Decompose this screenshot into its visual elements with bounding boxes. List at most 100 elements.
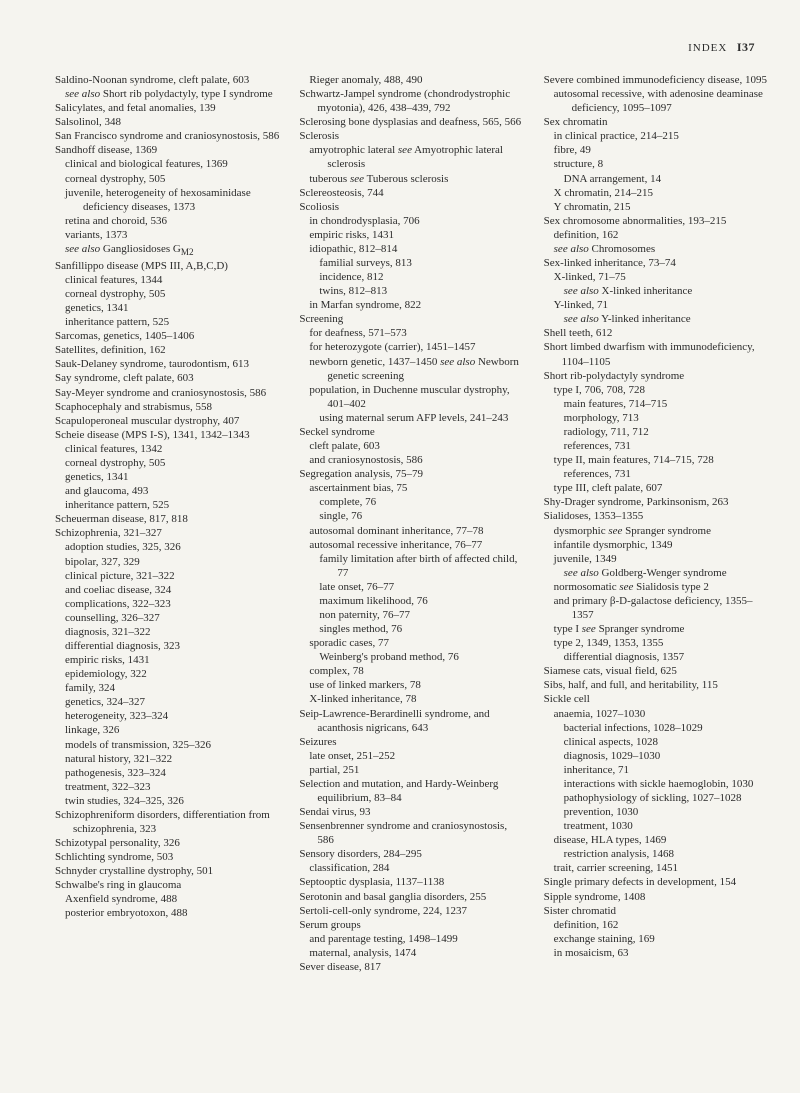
index-entry: infantile dysmorphic, 1349 — [544, 538, 770, 552]
index-entry: Schwartz-Jampel syndrome (chondrodystrop… — [299, 87, 525, 115]
index-entry: heterogeneity, 323–324 — [55, 709, 281, 723]
index-entry: genetics, 1341 — [55, 470, 281, 484]
index-entry: type 2, 1349, 1353, 1355 — [544, 636, 770, 650]
index-entry: late onset, 251–252 — [299, 749, 525, 763]
index-entry: anaemia, 1027–1030 — [544, 707, 770, 721]
index-entry: Severe combined immunodeficiency disease… — [544, 73, 770, 87]
index-entry: sporadic cases, 77 — [299, 636, 525, 650]
index-entry: Single primary defects in development, 1… — [544, 875, 770, 889]
index-entry: corneal dystrophy, 505 — [55, 172, 281, 186]
index-entry: dysmorphic see Spranger syndrome — [544, 524, 770, 538]
index-entry: see also X-linked inheritance — [544, 284, 770, 298]
index-entry: Septooptic dysplasia, 1137–1138 — [299, 875, 525, 889]
index-entry: clinical picture, 321–322 — [55, 569, 281, 583]
index-entry: Sialidoses, 1353–1355 — [544, 509, 770, 523]
index-page: INDEX I37 Saldino-Noonan syndrome, cleft… — [0, 0, 800, 1004]
index-column-3: Severe combined immunodeficiency disease… — [544, 73, 770, 960]
index-entry: X chromatin, 214–215 — [544, 186, 770, 200]
index-entry: family limitation after birth of affecte… — [299, 552, 525, 580]
index-entry: use of linked markers, 78 — [299, 678, 525, 692]
index-entry: Sclerosing bone dysplasias and deafness,… — [299, 115, 525, 129]
index-entry: Say syndrome, cleft palate, 603 — [55, 371, 281, 385]
index-entry: pathophysiology of sickling, 1027–1028 — [544, 791, 770, 805]
index-entry: incidence, 812 — [299, 270, 525, 284]
index-entry: Seizures — [299, 735, 525, 749]
index-entry: natural history, 321–322 — [55, 752, 281, 766]
index-entry: Serum groups — [299, 918, 525, 932]
index-entry: empiric risks, 1431 — [55, 653, 281, 667]
index-entry: Scaphocephaly and strabismus, 558 — [55, 400, 281, 414]
index-entry: Seckel syndrome — [299, 425, 525, 439]
index-entry: Screening — [299, 312, 525, 326]
index-entry: prevention, 1030 — [544, 805, 770, 819]
index-entry: in mosaicism, 63 — [544, 946, 770, 960]
index-entry: and coeliac disease, 324 — [55, 583, 281, 597]
index-entry: type II, main features, 714–715, 728 — [544, 453, 770, 467]
index-entry: Shell teeth, 612 — [544, 326, 770, 340]
index-entry: ascertainment bias, 75 — [299, 481, 525, 495]
index-entry: Schizophreniform disorders, differentiat… — [55, 808, 281, 836]
index-entry: amyotrophic lateral see Amyotrophic late… — [299, 143, 525, 171]
index-entry: inheritance pattern, 525 — [55, 315, 281, 329]
index-entry: genetics, 324–327 — [55, 695, 281, 709]
index-entry: Sendai virus, 93 — [299, 805, 525, 819]
index-entry: corneal dystrophy, 505 — [55, 456, 281, 470]
index-entry: Sibs, half, and full, and heritability, … — [544, 678, 770, 692]
index-entry: X-linked, 71–75 — [544, 270, 770, 284]
index-entry: models of transmission, 325–326 — [55, 738, 281, 752]
index-entry: Sanfillippo disease (MPS III, A,B,C,D) — [55, 259, 281, 273]
index-entry: bacterial infections, 1028–1029 — [544, 721, 770, 735]
index-entry: Rieger anomaly, 488, 490 — [299, 73, 525, 87]
index-entry: in clinical practice, 214–215 — [544, 129, 770, 143]
index-entry: posterior embryotoxon, 488 — [55, 906, 281, 920]
index-entry: retina and choroid, 536 — [55, 214, 281, 228]
index-column-2: Rieger anomaly, 488, 490Schwartz-Jampel … — [299, 73, 525, 974]
index-entry: normosomatic see Sialidosis type 2 — [544, 580, 770, 594]
index-entry: juvenile, heterogeneity of hexosaminidas… — [55, 186, 281, 214]
index-entry: Sex chromosome abnormalities, 193–215 — [544, 214, 770, 228]
index-entry: twins, 812–813 — [299, 284, 525, 298]
index-entry: Salsolinol, 348 — [55, 115, 281, 129]
index-entry: see also Short rib polydactyly, type I s… — [55, 87, 281, 101]
index-entry: autosomal recessive inheritance, 76–77 — [299, 538, 525, 552]
index-entry: Salicylates, and fetal anomalies, 139 — [55, 101, 281, 115]
index-entry: Schlichting syndrome, 503 — [55, 850, 281, 864]
index-entry: Sensenbrenner syndrome and craniosynosto… — [299, 819, 525, 847]
index-entry: Sandhoff disease, 1369 — [55, 143, 281, 157]
index-entry: references, 731 — [544, 439, 770, 453]
index-entry: Scapuloperoneal muscular dystrophy, 407 — [55, 414, 281, 428]
index-entry: clinical and biological features, 1369 — [55, 157, 281, 171]
index-entry: autosomal dominant inheritance, 77–78 — [299, 524, 525, 538]
index-entry: Sauk-Delaney syndrome, taurodontism, 613 — [55, 357, 281, 371]
index-entry: type I, 706, 708, 728 — [544, 383, 770, 397]
index-entry: definition, 162 — [544, 228, 770, 242]
index-entry: DNA arrangement, 14 — [544, 172, 770, 186]
index-entry: Sex chromatin — [544, 115, 770, 129]
index-entry: twin studies, 324–325, 326 — [55, 794, 281, 808]
index-entry: Schnyder crystalline dystrophy, 501 — [55, 864, 281, 878]
index-entry: Seip-Lawrence-Berardinelli syndrome, and… — [299, 707, 525, 735]
index-entry: inheritance pattern, 525 — [55, 498, 281, 512]
index-entry: singles method, 76 — [299, 622, 525, 636]
index-entry: Sertoli-cell-only syndrome, 224, 1237 — [299, 904, 525, 918]
index-entry: Sex-linked inheritance, 73–74 — [544, 256, 770, 270]
index-entry: Sever disease, 817 — [299, 960, 525, 974]
index-entry: disease, HLA types, 1469 — [544, 833, 770, 847]
index-entry: Sipple syndrome, 1408 — [544, 890, 770, 904]
index-entry: references, 731 — [544, 467, 770, 481]
index-entry: Sensory disorders, 284–295 — [299, 847, 525, 861]
index-entry: idiopathic, 812–814 — [299, 242, 525, 256]
index-entry: and craniosynostosis, 586 — [299, 453, 525, 467]
index-entry: epidemiology, 322 — [55, 667, 281, 681]
index-entry: Scheie disease (MPS I-S), 1341, 1342–134… — [55, 428, 281, 442]
index-entry: Schizophrenia, 321–327 — [55, 526, 281, 540]
index-entry: juvenile, 1349 — [544, 552, 770, 566]
index-entry: complex, 78 — [299, 664, 525, 678]
index-entry: type I see Spranger syndrome — [544, 622, 770, 636]
index-entry: Satellites, definition, 162 — [55, 343, 281, 357]
index-entry: Say-Meyer syndrome and craniosynostosis,… — [55, 386, 281, 400]
page-header: INDEX I37 — [55, 40, 770, 55]
index-entry: see also Chromosomes — [544, 242, 770, 256]
index-entry: structure, 8 — [544, 157, 770, 171]
index-entry: Short limbed dwarfism with immunodeficie… — [544, 340, 770, 368]
